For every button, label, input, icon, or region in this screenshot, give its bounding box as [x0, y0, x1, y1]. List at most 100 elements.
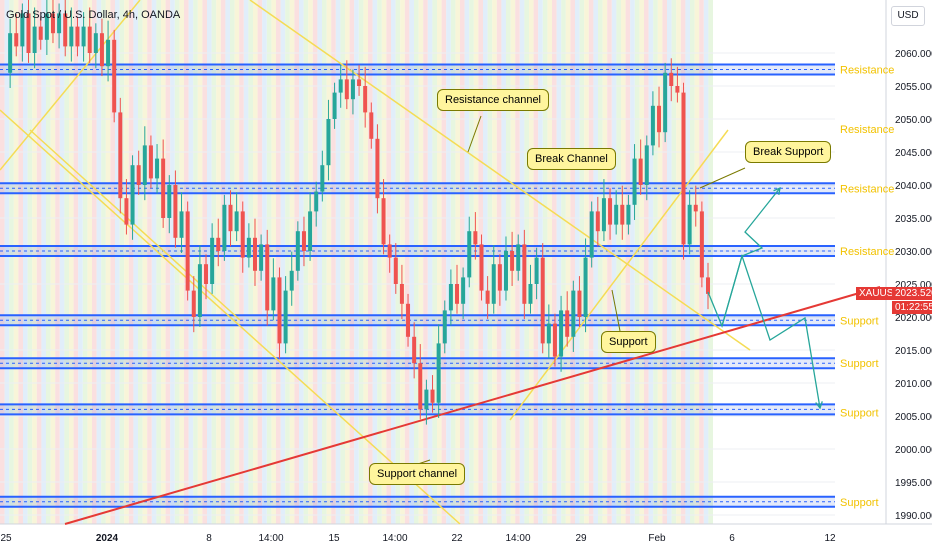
time-axis[interactable]: 25 2024 8 14:00 15 14:00 22 14:00 29 Feb 6 12: [0, 533, 836, 544]
session-stripe: [345, 0, 350, 524]
candle-body: [595, 211, 600, 232]
session-stripe: [391, 0, 396, 524]
candle-body: [81, 26, 86, 47]
session-stripe: [381, 0, 387, 524]
time-tick-label: 15: [328, 533, 340, 544]
candle-body: [693, 204, 698, 212]
price-tick-label: 1995.000: [895, 478, 932, 489]
candle-body: [75, 26, 80, 47]
candle-body: [369, 112, 374, 139]
price-tick-label: 1990.000: [895, 511, 932, 522]
session-stripe: [239, 0, 244, 524]
session-stripe: [4, 0, 10, 524]
session-stripe: [312, 0, 318, 524]
candle-body: [608, 198, 613, 225]
price-tick-label: 2060.000: [895, 49, 932, 60]
session-stripe: [414, 0, 419, 524]
projection-arrows: [707, 186, 823, 410]
session-stripe: [13, 0, 19, 524]
session-stripe: [220, 0, 226, 524]
left-channel-line: [29, 129, 241, 321]
candle-body: [204, 264, 209, 284]
price-tick-label: 2055.000: [895, 82, 932, 93]
session-stripe: [105, 0, 111, 524]
session-stripe: [372, 0, 378, 524]
session-stripe: [23, 0, 28, 524]
candle-body: [69, 26, 74, 47]
price-tick-label: 2040.000: [895, 181, 932, 192]
session-stripe: [644, 0, 649, 524]
session-stripe: [133, 0, 138, 524]
support-level-zone: [0, 496, 835, 507]
countdown-tag: 01:22:55: [892, 301, 932, 314]
session-stripe: [685, 0, 690, 524]
price-tick-label: 2045.000: [895, 148, 932, 159]
resistance-level-zone: [0, 183, 835, 194]
candle-body: [314, 191, 319, 212]
session-stripe: [377, 0, 382, 524]
candle-body: [167, 185, 172, 218]
session-stripe: [110, 0, 115, 524]
candle-body: [479, 244, 484, 291]
candle-body: [338, 79, 343, 93]
candle-body: [626, 204, 631, 225]
candle-body: [528, 284, 533, 304]
trend-lines: [0, 0, 881, 525]
candle-body: [406, 303, 411, 337]
candle-body: [473, 231, 478, 245]
price-axis[interactable]: 1990.000 1995.000 2000.000 2005.000 2010.000…: [895, 49, 932, 522]
session-stripe: [225, 0, 230, 524]
resistance-level-zone: [0, 64, 835, 75]
candle-body: [436, 343, 441, 403]
session-stripe: [207, 0, 212, 524]
session-stripe: [395, 0, 401, 524]
support-channel-line: [0, 109, 461, 525]
price-tick-label: 2035.000: [895, 214, 932, 225]
session-stripe: [326, 0, 332, 524]
session-stripe: [676, 0, 681, 524]
session-stripe: [616, 0, 621, 524]
session-stripe: [588, 0, 594, 524]
candle-body: [620, 204, 625, 225]
candle-body: [99, 33, 104, 67]
session-stripe: [18, 0, 23, 524]
session-stripe: [552, 0, 557, 524]
session-stripe: [46, 0, 51, 524]
candlesticks: [8, 0, 710, 425]
candle-body: [124, 198, 129, 225]
session-stripe: [36, 0, 42, 524]
session-stripe: [243, 0, 249, 524]
candle-body: [136, 165, 141, 185]
level-label: Support: [840, 497, 879, 509]
candle-body: [393, 257, 398, 284]
callout-resistance-channel: Resistance channel: [437, 89, 550, 111]
session-stripe: [565, 0, 571, 524]
session-stripe: [230, 0, 235, 524]
session-stripe: [441, 0, 447, 524]
candle-body: [357, 79, 362, 86]
candle-body: [277, 277, 282, 344]
candle-body: [583, 257, 588, 317]
session-stripe: [147, 0, 152, 524]
session-stripe: [446, 0, 451, 524]
candle-body: [265, 244, 270, 311]
support-level-zone: [0, 404, 835, 415]
candle-body: [57, 13, 62, 34]
candle-body: [424, 389, 429, 410]
candle-body: [522, 244, 527, 304]
rising-support-line: [509, 129, 729, 421]
session-stripe: [648, 0, 654, 524]
session-stripe: [432, 0, 437, 524]
session-stripe: [335, 0, 341, 524]
callout-support-channel: Support channel: [369, 463, 466, 485]
session-stripe: [496, 0, 502, 524]
session-stripe: [455, 0, 460, 524]
candle-body: [577, 290, 582, 317]
currency-button[interactable]: USD: [891, 6, 925, 26]
level-label: Resistance: [840, 65, 894, 77]
level-label: Support: [840, 408, 879, 420]
candle-body: [87, 26, 92, 53]
chart-title: Gold Spot / U.S. Dollar, 4h, OANDA: [6, 9, 181, 21]
candle-body: [308, 211, 313, 251]
